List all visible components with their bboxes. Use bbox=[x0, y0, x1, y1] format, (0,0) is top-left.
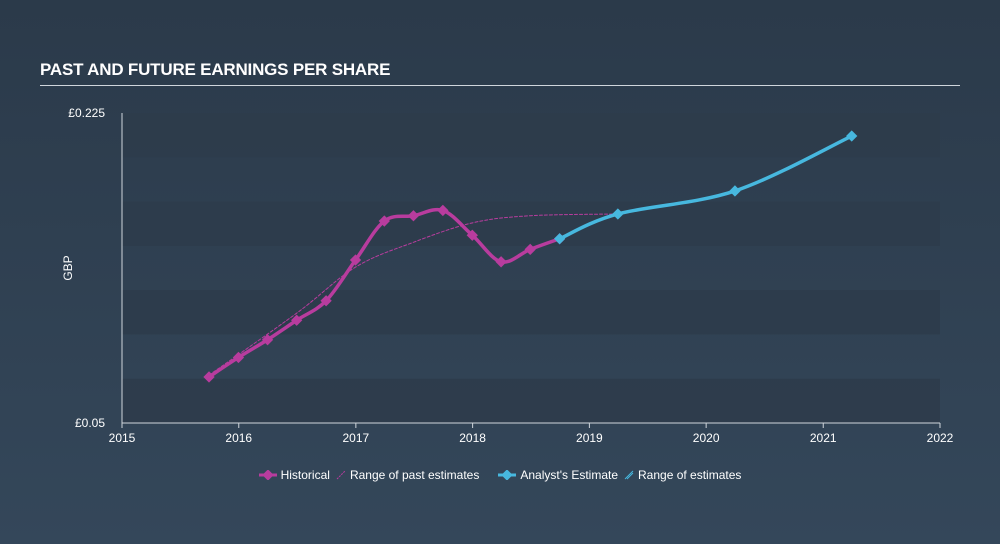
historical-point bbox=[203, 371, 215, 383]
background-band bbox=[122, 290, 940, 335]
y-axis-label: GBP bbox=[61, 255, 75, 280]
historical-point bbox=[466, 229, 478, 241]
legend-estimate-range-label: Range of estimates bbox=[638, 468, 742, 482]
x-tick-label: 2016 bbox=[225, 431, 252, 445]
historical-point bbox=[291, 314, 303, 326]
past-estimates-range-line bbox=[208, 213, 619, 376]
chart-title: PAST AND FUTURE EARNINGS PER SHARE bbox=[40, 60, 391, 79]
historical-point bbox=[437, 204, 449, 217]
x-tick-label: 2017 bbox=[342, 431, 369, 445]
x-tick-label: 2015 bbox=[109, 431, 136, 445]
legend-analyst-estimate-label: Analyst's Estimate bbox=[520, 468, 619, 482]
legend-past-range-marker bbox=[336, 470, 346, 480]
x-tick-label: 2019 bbox=[576, 431, 603, 445]
background-band bbox=[122, 378, 940, 423]
background-band bbox=[122, 113, 940, 158]
legend-analyst-estimate[interactable]: Analyst's Estimate bbox=[498, 468, 618, 482]
legend-historical[interactable]: Historical bbox=[258, 468, 330, 482]
historical-point bbox=[495, 256, 507, 268]
title-divider bbox=[40, 85, 960, 86]
historical-point bbox=[232, 351, 245, 364]
historical-point bbox=[524, 243, 536, 256]
legend-past-range-label: Range of past estimates bbox=[349, 468, 480, 482]
x-tick-label: 2020 bbox=[693, 431, 720, 445]
estimate-point bbox=[729, 185, 741, 197]
estimate-point bbox=[553, 233, 566, 245]
estimate-point bbox=[612, 208, 624, 220]
y-tick-label: £0.225 bbox=[68, 106, 105, 120]
legend-estimate-range-marker bbox=[624, 470, 634, 480]
x-tick-label: 2018 bbox=[459, 431, 486, 445]
x-tick-label: 2022 bbox=[927, 431, 954, 445]
historical-point bbox=[349, 254, 362, 266]
legend-historical-label: Historical bbox=[280, 468, 330, 482]
estimate-point bbox=[846, 130, 858, 142]
legend-past-range[interactable]: Range of past estimates bbox=[336, 468, 479, 482]
background-band bbox=[122, 201, 940, 246]
legend-estimate-range[interactable]: Range of estimates bbox=[624, 468, 741, 482]
historical-point bbox=[378, 215, 390, 227]
x-tick-label: 2021 bbox=[810, 431, 837, 445]
analyst-estimate-line bbox=[557, 134, 854, 241]
historical-point bbox=[261, 334, 274, 346]
legend-historical-marker bbox=[258, 470, 277, 480]
legend-analyst-estimate-marker bbox=[498, 470, 517, 480]
y-tick-label: £0.05 bbox=[75, 416, 105, 430]
chart-legend: Historical Range of past estimates Analy… bbox=[0, 468, 1000, 482]
historical-point bbox=[320, 295, 332, 307]
historical-point bbox=[407, 210, 420, 222]
